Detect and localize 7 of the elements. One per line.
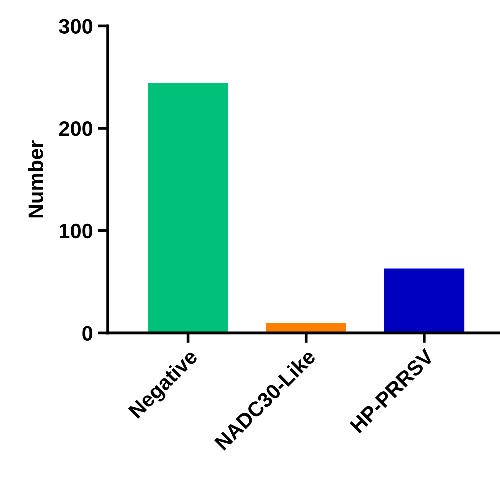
y-tick-label: 200 (59, 122, 93, 136)
y-tick-label: 0 (82, 326, 93, 341)
y-tick-label: 100 (60, 224, 93, 239)
y-axis-title: Number (28, 140, 44, 218)
bar (148, 84, 228, 334)
y-tick-label: 300 (59, 19, 93, 34)
bar (384, 268, 465, 334)
